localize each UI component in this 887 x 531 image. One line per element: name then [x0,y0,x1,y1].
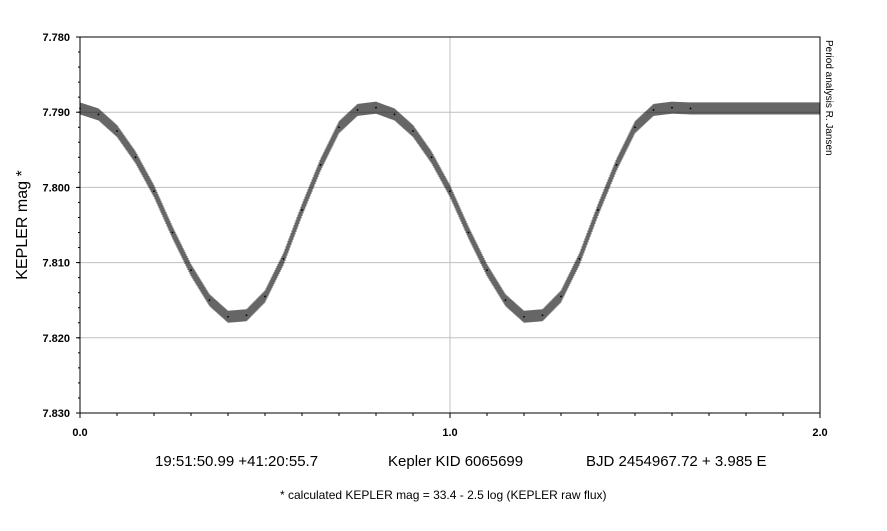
data-points [79,101,821,323]
data-point [375,106,377,109]
data-point [412,130,414,132]
data-point [301,209,303,211]
data-point [393,113,396,116]
data-point [652,109,655,111]
coordinates-text: 19:51:50.99 +41:20:55.7 [155,453,319,470]
data-point [190,269,192,272]
data-point [634,126,636,129]
data-point [467,231,470,234]
data-point [615,163,618,166]
x-tick-label: 1.0 [442,427,457,439]
kepler-id-text: Kepler KID 6065699 [388,453,524,470]
data-point [671,106,673,109]
x-tick-label: 2.0 [812,427,827,439]
data-point [560,295,562,298]
data-point [486,269,488,272]
x-tick-label: 0.0 [72,427,87,439]
data-point [171,231,174,234]
data-point [338,126,340,129]
data-point [319,163,322,166]
y-tick-labels: 7.780 7.790 7.800 7.810 7.820 7.830 [42,32,70,420]
data-point [356,109,359,111]
grid-lines [80,37,820,413]
data-point [97,113,100,116]
axis-ticks [76,36,821,418]
data-point [689,107,692,110]
credit-label: Period analysis R. Jansen [823,40,834,156]
data-point [245,314,248,317]
y-tick-label: 7.780 [42,32,70,44]
ephemeris-text: BJD 2454967.72 + 3.985 E [586,453,767,470]
data-point [153,190,155,193]
y-tick-label: 7.790 [42,107,70,119]
data-point [523,315,525,318]
y-tick-label: 7.820 [42,333,70,345]
data-point [227,315,229,318]
data-point [264,295,266,298]
x-tick-labels: 0.0 1.0 2.0 [72,427,827,439]
data-point [116,130,118,132]
data-point [282,257,285,260]
data-point [208,299,211,302]
y-tick-label: 7.810 [42,258,70,270]
data-point [578,257,581,260]
data-point [597,209,599,211]
data-point [134,156,137,159]
data-point [430,156,433,159]
y-axis-label: KEPLER mag * [14,170,31,279]
data-point [504,299,507,302]
y-tick-label: 7.830 [42,408,70,420]
magnitude-note: * calculated KEPLER mag = 33.4 - 2.5 log… [280,488,607,502]
data-point [449,190,451,193]
data-point [541,314,544,317]
y-tick-label: 7.800 [42,182,70,194]
